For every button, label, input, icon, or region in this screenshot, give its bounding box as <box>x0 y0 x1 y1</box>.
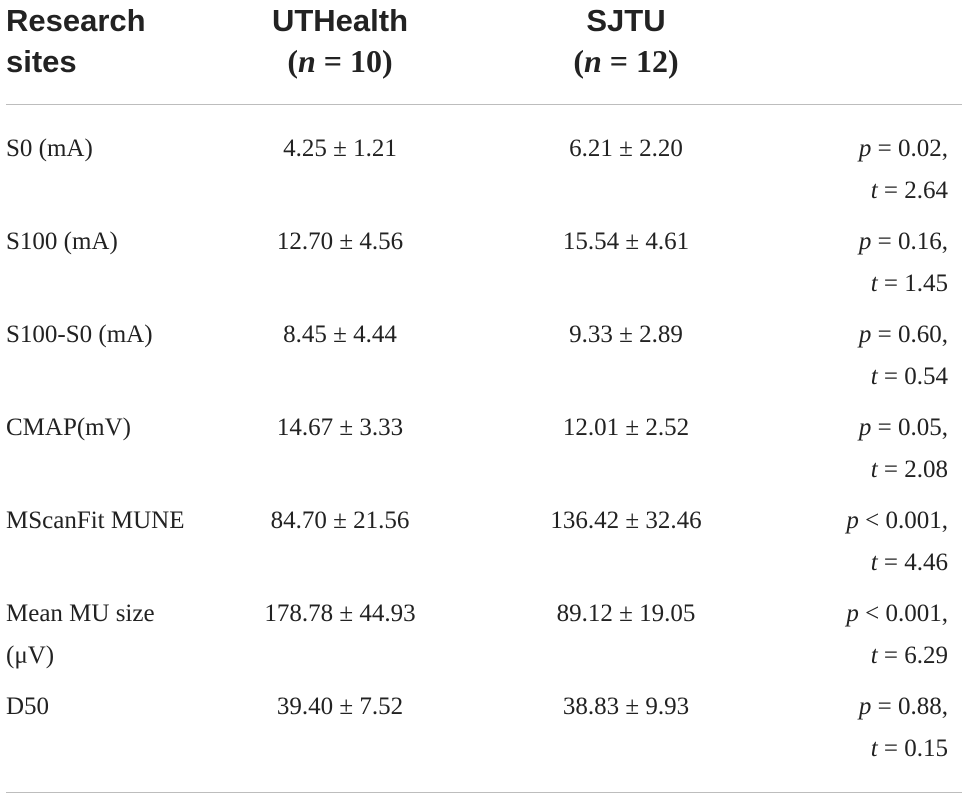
t-value: 0.15 <box>904 735 948 762</box>
row-label: S0 (mA) <box>6 135 93 162</box>
p-operator: = <box>877 321 892 348</box>
t-value: 0.54 <box>904 363 948 390</box>
table-bottom-rule <box>6 792 962 793</box>
table-row: S0 (mA) 4.25 ± 1.21 6.21 ± 2.20 p = 0.02, t … <box>0 128 968 221</box>
sjtu-value: 12.01 ± 2.52 <box>562 414 690 441</box>
t-value-line: t = 4.46 <box>870 549 948 576</box>
table-row: MScanFit MUNE 84.70 ± 21.56 136.42 ± 32.46… <box>0 500 968 593</box>
test-statistics: p < 0.001, t = 4.46 <box>748 500 948 584</box>
p-value-line: p = 0.88, <box>858 693 948 720</box>
p-operator: < <box>865 600 880 627</box>
test-statistics: p = 0.16, t = 1.45 <box>748 221 948 305</box>
header-sjtu-n: (n = 12) <box>573 43 679 79</box>
p-value: 0.02, <box>898 135 948 162</box>
sjtu-value: 38.83 ± 9.93 <box>562 693 690 720</box>
uthealth-value: 178.78 ± 44.93 <box>264 600 416 627</box>
test-statistics: p = 0.02, t = 2.64 <box>748 128 948 212</box>
t-value-line: t = 2.08 <box>870 456 948 483</box>
sjtu-value: 9.33 ± 2.89 <box>569 321 683 348</box>
uthealth-value: 12.70 ± 4.56 <box>276 228 404 255</box>
header-sjtu-n-value: 12 <box>636 43 669 79</box>
p-value-line: p = 0.16, <box>858 228 948 255</box>
test-statistics: p = 0.05, t = 2.08 <box>748 407 948 491</box>
header-uthealth-n: (n = 10) <box>287 43 393 79</box>
p-operator: = <box>877 414 892 441</box>
t-value-line: t = 1.45 <box>870 270 948 297</box>
p-operator: = <box>877 228 892 255</box>
p-value-line: p < 0.001, <box>846 600 949 627</box>
uthealth-value: 4.25 ± 1.21 <box>283 135 397 162</box>
header-research-sites: Research sites <box>6 0 146 82</box>
t-value: 2.64 <box>904 177 948 204</box>
t-value: 2.08 <box>904 456 948 483</box>
header-uthealth-name: UTHealth <box>271 3 409 38</box>
row-label: Mean MU size (μV) <box>6 600 155 669</box>
header-uthealth-n-value: 10 <box>350 43 383 79</box>
uthealth-value: 8.45 ± 4.44 <box>283 321 397 348</box>
sjtu-value: 136.42 ± 32.46 <box>550 507 702 534</box>
table-row: S100 (mA) 12.70 ± 4.56 15.54 ± 4.61 p = 0.1… <box>0 221 968 314</box>
test-statistics: p = 0.88, t = 0.15 <box>748 686 948 770</box>
test-statistics: p = 0.60, t = 0.54 <box>748 314 948 398</box>
header-sjtu-name: SJTU <box>586 3 666 38</box>
table-row: CMAP(mV) 14.67 ± 3.33 12.01 ± 2.52 p = 0.05… <box>0 407 968 500</box>
header-research-sites-line2: sites <box>6 44 77 79</box>
table-row: D50 39.40 ± 7.52 38.83 ± 9.93 p = 0.88, t = … <box>0 686 968 779</box>
row-label: S100-S0 (mA) <box>6 321 153 348</box>
p-value: 0.16, <box>898 228 948 255</box>
row-label: CMAP(mV) <box>6 414 132 441</box>
table-body: S0 (mA) 4.25 ± 1.21 6.21 ± 2.20 p = 0.02, t … <box>0 128 968 779</box>
t-value-line: t = 0.54 <box>870 363 948 390</box>
t-value: 6.29 <box>904 642 948 669</box>
t-value-line: t = 6.29 <box>870 642 948 669</box>
p-value-line: p = 0.02, <box>858 135 948 162</box>
row-label: S100 (mA) <box>6 228 118 255</box>
sjtu-value: 89.12 ± 19.05 <box>556 600 696 627</box>
t-value-line: t = 0.15 <box>870 735 948 762</box>
header-uthealth: UTHealth (n = 10) <box>200 0 480 82</box>
sjtu-value: 15.54 ± 4.61 <box>562 228 690 255</box>
uthealth-value: 14.67 ± 3.33 <box>276 414 404 441</box>
uthealth-value: 84.70 ± 21.56 <box>270 507 410 534</box>
p-value-line: p = 0.60, <box>858 321 948 348</box>
header-research-sites-line1: Research <box>6 3 146 38</box>
t-value: 4.46 <box>904 549 948 576</box>
test-statistics: p < 0.001, t = 6.29 <box>748 593 948 677</box>
p-value-line: p = 0.05, <box>858 414 948 441</box>
p-value: 0.001, <box>885 507 949 534</box>
sjtu-value: 6.21 ± 2.20 <box>569 135 683 162</box>
table-row: Mean MU size (μV) 178.78 ± 44.93 89.12 ± 1… <box>0 593 968 686</box>
header-sjtu: SJTU (n = 12) <box>486 0 766 82</box>
uthealth-value: 39.40 ± 7.52 <box>276 693 404 720</box>
p-value-line: p < 0.001, <box>846 507 949 534</box>
t-value-line: t = 2.64 <box>870 177 948 204</box>
p-operator: < <box>865 507 880 534</box>
header-divider <box>6 104 962 105</box>
p-value: 0.60, <box>898 321 948 348</box>
row-label: D50 <box>6 693 50 720</box>
t-value: 1.45 <box>904 270 948 297</box>
table-row: S100-S0 (mA) 8.45 ± 4.44 9.33 ± 2.89 p = 0.… <box>0 314 968 407</box>
p-operator: = <box>877 693 892 720</box>
p-operator: = <box>877 135 892 162</box>
row-label: MScanFit MUNE <box>6 507 185 534</box>
table-header: Research sites UTHealth (n = 10) SJTU (n… <box>0 0 968 104</box>
p-value: 0.001, <box>885 600 949 627</box>
p-value: 0.05, <box>898 414 948 441</box>
p-value: 0.88, <box>898 693 948 720</box>
